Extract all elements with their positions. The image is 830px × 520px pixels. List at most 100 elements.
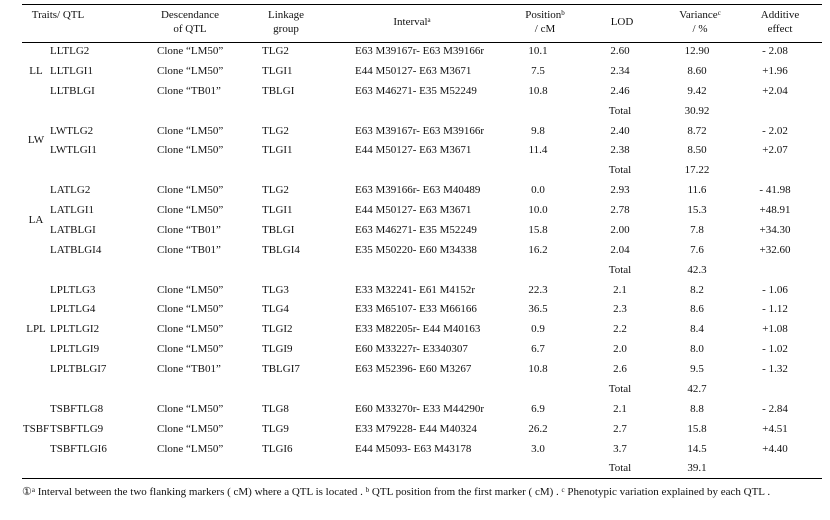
header-additive: Additive [760,9,800,21]
additive-effect: - 2.02 [762,124,788,137]
variance: 14.5 [687,442,707,455]
lod: 2.04 [610,243,630,256]
interval: E35 M50220- E60 M34338 [355,243,477,256]
qtl: LATBLGI [50,223,96,236]
header-lod: LOD [610,16,634,28]
variance: 8.6 [690,303,704,316]
linkage-group: TLG8 [262,402,289,415]
interval: E63 M39167r- E63 M39166r [355,45,485,57]
interval: E44 M5093- E63 M43178 [355,442,472,455]
variance: 8.2 [690,283,704,296]
descendance: Clone “LM50” [157,124,224,137]
header-additive: effect [767,23,793,35]
descendance: Clone “TB01” [157,84,221,97]
position: 36.5 [528,303,548,316]
footnote-sup: a [31,486,35,494]
variance: 8.50 [687,144,707,157]
additive-effect: - 41.98 [759,184,791,197]
linkage-group: TLGI1 [262,64,293,77]
linkage-group: TLG2 [262,184,289,197]
interval: E33 M82205r- E44 M40163 [355,323,481,336]
position: 10.0 [528,204,548,217]
descendance: Clone “LM50” [157,184,224,197]
descendance: Clone “LM50” [157,64,224,77]
additive-effect: +2.07 [762,144,788,157]
footnote: ①a Interval between the two flanking mar… [22,484,822,500]
variance: 8.4 [690,323,704,336]
interval: E63 M52396- E60 M3267 [355,363,472,376]
variance: 11.6 [687,184,707,197]
variance: 8.60 [687,64,707,77]
qtl: LLTLG2 [50,45,90,57]
descendance: Clone “LM50” [157,323,224,336]
qtl: LWTLGI1 [50,144,97,157]
linkage-group: TLGI1 [262,204,293,217]
additive-effect: +1.08 [762,323,788,336]
qtl: LATLGI1 [50,204,94,217]
additive-effect: +32.60 [759,243,791,256]
footnote-text: Phenotypic variation explained by each Q… [564,486,771,498]
descendance: Clone “LM50” [157,343,224,356]
additive-effect: - 1.32 [762,363,788,376]
position: 22.3 [528,283,548,296]
header-position-sup: b [561,9,565,17]
lod: 2.1 [613,283,627,296]
descendance: Clone “LM50” [157,442,224,455]
position: 16.2 [528,243,548,256]
qtl: LATBLGI4 [50,243,102,256]
position: 3.0 [531,442,545,455]
qtl: TSBFTLG8 [50,402,104,415]
footnote-text: Interval between the two flanking marker… [34,486,366,498]
header-interval: Intervala [393,15,430,29]
interval: E44 M50127- E63 M3671 [355,144,472,157]
variance: 7.8 [690,223,704,236]
lod: 2.2 [613,323,627,336]
total-variance: 30.92 [684,104,710,117]
header-position-text: Position [525,9,562,21]
linkage-group: TLG3 [262,283,289,296]
position: 6.9 [531,402,545,415]
linkage-group: TBLGI [262,223,295,236]
additive-effect: +2.04 [762,84,788,97]
interval: E60 M33270r- E33 M44290r [355,402,485,415]
footnote-text: QTL position from the first marker ( cM)… [369,486,562,498]
trait: LA [28,213,44,226]
header-rule [22,42,822,43]
descendance: Clone “LM50” [157,402,224,415]
linkage-group: TLGI2 [262,323,293,336]
descendance: Clone “LM50” [157,144,224,157]
total-variance: 17.22 [684,164,710,177]
total-variance: 42.7 [687,382,707,395]
descendance: Clone “TB01” [157,223,221,236]
variance: 15.3 [687,204,707,217]
descendance: Clone “TB01” [157,363,221,376]
interval: E60 M33227r- E3340307 [355,343,468,356]
linkage-group: TBLGI [262,84,295,97]
header-linkage: group [273,23,299,35]
qtl: TSBFTLGI6 [50,442,107,455]
additive-effect: - 2.08 [762,45,788,57]
variance: 9.42 [687,84,707,97]
linkage-group: TLGI1 [262,144,293,157]
descendance: Clone “LM50” [157,283,224,296]
footnote-sup: b [365,486,370,494]
linkage-group: TBLGI4 [262,243,300,256]
interval: E44 M50127- E63 M3671 [355,64,472,77]
header-descendance: Descendance [160,9,220,21]
lod: 2.34 [610,64,630,77]
total-label: Total [608,382,632,395]
descendance: Clone “TB01” [157,243,221,256]
footnote-text: ① [22,486,32,498]
additive-effect: - 2.84 [762,402,788,415]
lod: 3.7 [613,442,627,455]
header-variance-sup: c [717,9,721,17]
header-position-unit: / cM [534,23,556,35]
qtl: LPLTBLGI7 [50,363,107,376]
interval: E63 M39166r- E63 M40489 [355,184,481,197]
lod: 2.60 [610,45,630,57]
top-rule [22,4,822,6]
header-variance: Variancec [679,8,721,22]
qtl: LATLG2 [50,184,91,197]
descendance: Clone “LM50” [157,422,224,435]
